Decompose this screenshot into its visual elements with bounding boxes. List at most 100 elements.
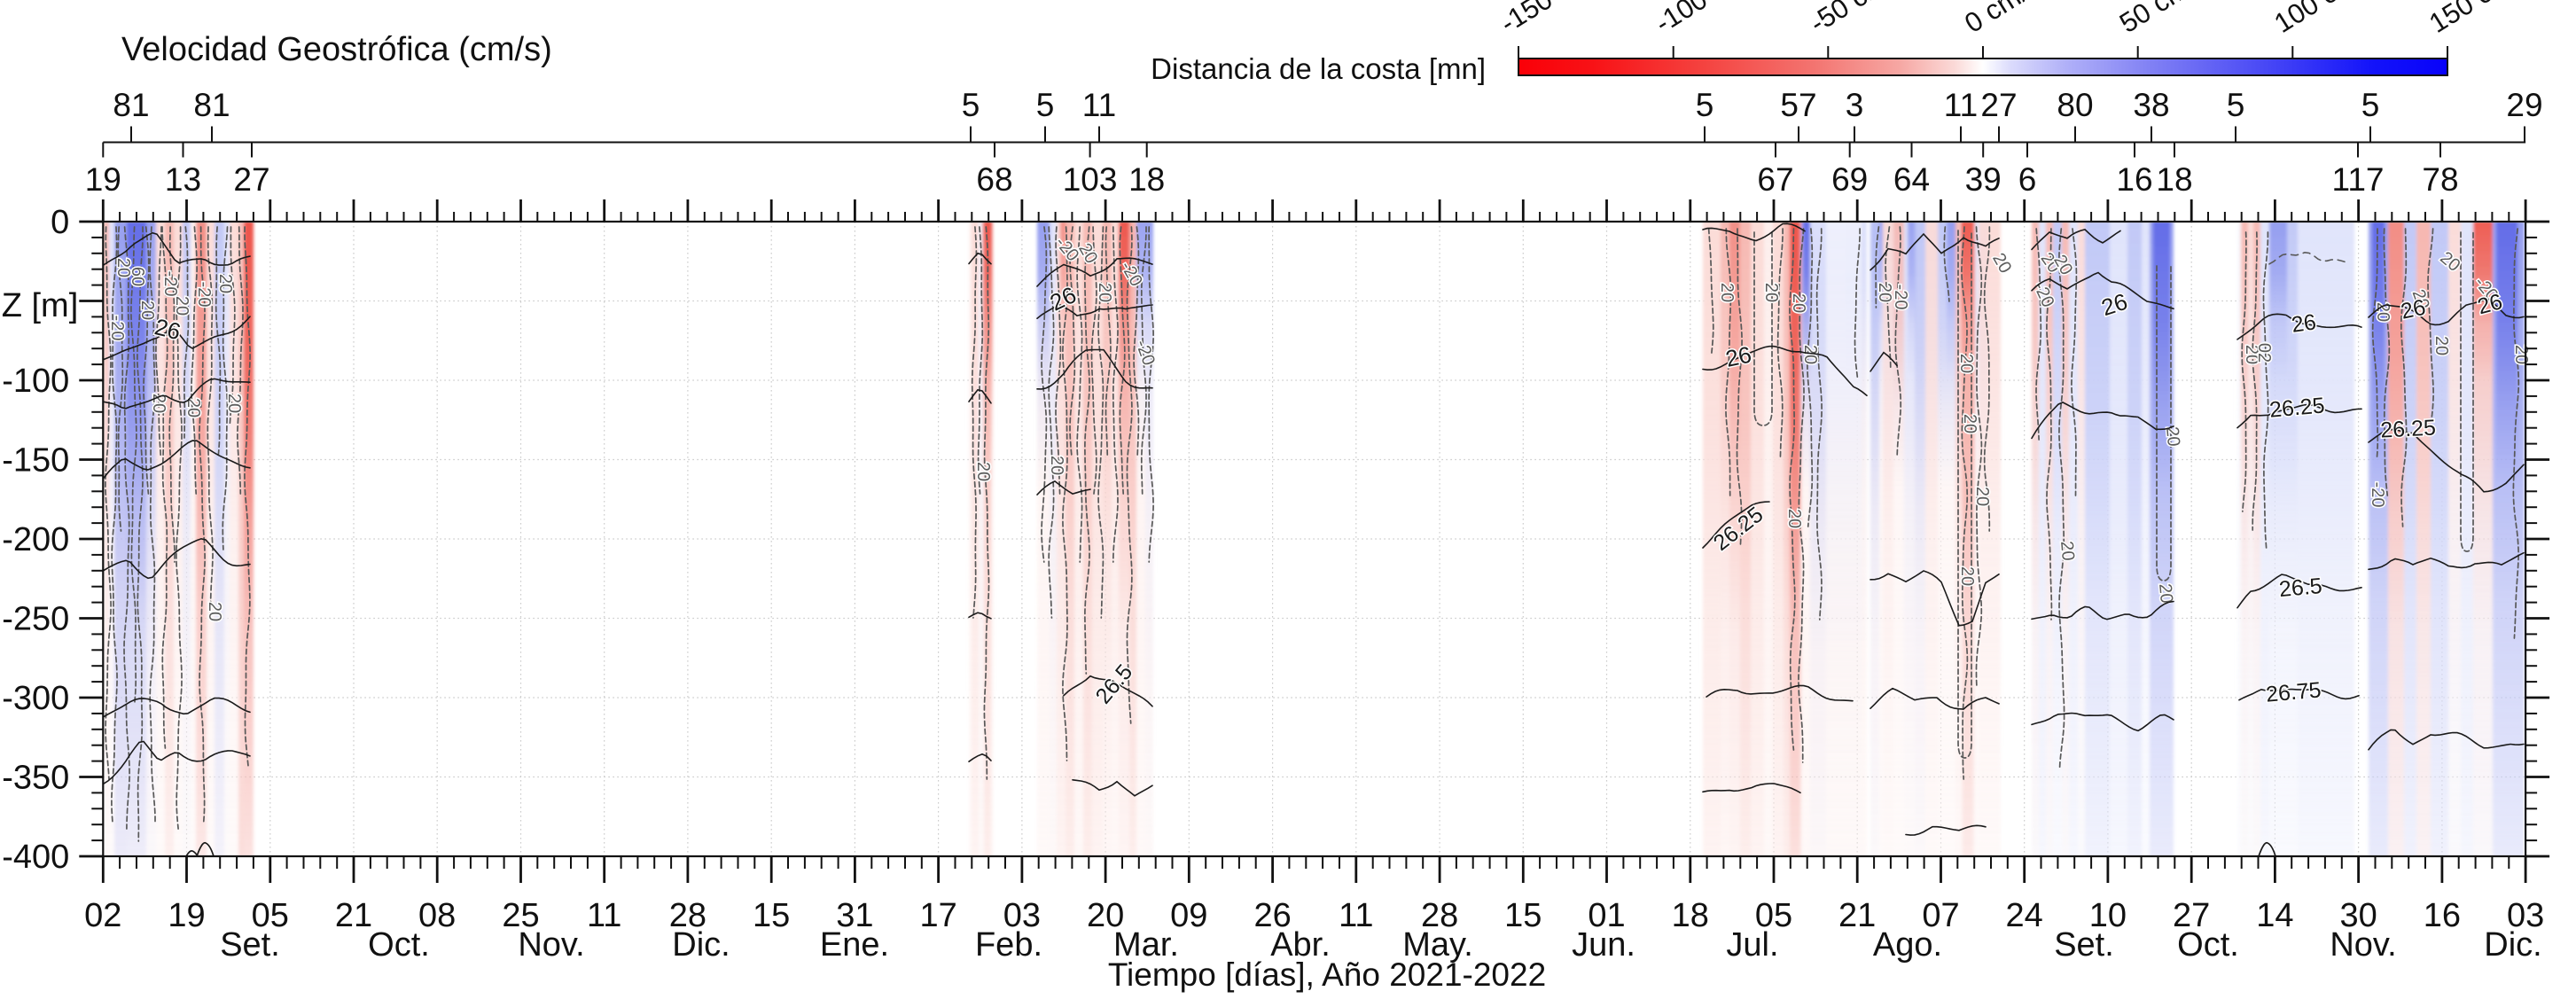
svg-text:19: 19 (168, 897, 205, 934)
svg-text:20: 20 (973, 462, 993, 481)
svg-text:Set.: Set. (2054, 926, 2114, 964)
svg-text:20: 20 (1784, 509, 1804, 528)
svg-text:78: 78 (2422, 161, 2458, 198)
svg-text:20: 20 (2242, 345, 2261, 364)
svg-text:27: 27 (2173, 897, 2210, 934)
svg-text:20: 20 (1087, 897, 1124, 934)
svg-text:Ago.: Ago. (1873, 926, 1942, 964)
svg-text:5: 5 (2361, 87, 2380, 123)
svg-text:-20: -20 (2368, 482, 2387, 508)
svg-text:57: 57 (1780, 87, 1816, 123)
svg-text:20: 20 (1095, 283, 1114, 302)
svg-text:20: 20 (1956, 354, 1976, 373)
svg-text:15: 15 (1504, 897, 1542, 934)
svg-text:16: 16 (2424, 897, 2461, 934)
svg-text:Nov.: Nov. (2330, 926, 2396, 964)
svg-text:Dic.: Dic. (672, 926, 730, 964)
svg-text:20: 20 (183, 398, 203, 418)
svg-text:20: 20 (1761, 283, 1781, 302)
svg-text:26: 26 (2399, 295, 2428, 324)
svg-text:26.5: 26.5 (2278, 574, 2323, 602)
svg-text:20: 20 (113, 258, 133, 277)
svg-text:5: 5 (962, 87, 980, 123)
svg-text:19: 19 (85, 161, 121, 198)
svg-text:20: 20 (1875, 283, 1894, 302)
svg-text:-20: -20 (107, 316, 127, 341)
svg-text:20: 20 (2432, 336, 2451, 355)
svg-text:Feb.: Feb. (975, 926, 1042, 964)
svg-text:20: 20 (2057, 540, 2078, 561)
svg-text:21: 21 (1838, 897, 1876, 934)
svg-text:11: 11 (1082, 87, 1116, 123)
svg-text:81: 81 (193, 87, 230, 123)
svg-text:Distancia de la costa [mn]: Distancia de la costa [mn] (1151, 52, 1486, 85)
svg-text:0: 0 (51, 204, 69, 241)
svg-text:11: 11 (1944, 87, 1978, 123)
svg-text:26: 26 (2290, 309, 2317, 338)
svg-text:02: 02 (2254, 343, 2274, 363)
svg-text:-20: -20 (107, 316, 127, 341)
svg-text:-20: -20 (194, 282, 214, 308)
svg-text:02: 02 (2254, 343, 2274, 363)
svg-text:68: 68 (976, 161, 1012, 198)
svg-text:Velocidad Geostrófica (cm/s): Velocidad Geostrófica (cm/s) (121, 31, 552, 68)
svg-text:69: 69 (1831, 161, 1868, 198)
svg-text:20: 20 (183, 398, 203, 418)
svg-text:-200: -200 (2, 521, 69, 558)
svg-text:20: 20 (1957, 566, 1977, 586)
svg-text:03: 03 (1003, 897, 1041, 934)
svg-text:-20: -20 (1891, 285, 1910, 310)
svg-text:20: 20 (1956, 354, 1976, 373)
svg-text:-250: -250 (2, 601, 69, 638)
svg-text:20: 20 (1717, 283, 1737, 302)
svg-text:26: 26 (152, 313, 183, 345)
svg-text:20: 20 (1095, 283, 1114, 302)
svg-text:-20: -20 (160, 271, 180, 297)
svg-text:16: 16 (2116, 161, 2152, 198)
svg-text:Set.: Set. (220, 926, 280, 964)
svg-text:3: 3 (1846, 87, 1864, 123)
svg-text:05: 05 (1755, 897, 1792, 934)
svg-text:103: 103 (1063, 161, 1118, 198)
svg-text:11: 11 (587, 897, 621, 934)
svg-text:Oct.: Oct. (368, 926, 430, 964)
svg-text:20: 20 (1875, 283, 1894, 302)
svg-text:29: 29 (2506, 87, 2542, 123)
svg-text:-20: -20 (1891, 285, 1910, 310)
svg-text:20: 20 (215, 274, 235, 293)
svg-text:20: 20 (1761, 283, 1781, 302)
svg-text:-150: -150 (2, 442, 69, 480)
svg-text:20: 20 (1717, 283, 1737, 302)
svg-text:20: 20 (2162, 425, 2183, 447)
svg-text:20: 20 (1789, 293, 1808, 313)
svg-text:May.: May. (1402, 926, 1473, 964)
svg-text:5: 5 (2227, 87, 2245, 123)
svg-text:20: 20 (2432, 336, 2451, 355)
svg-text:20: 20 (1800, 345, 1820, 364)
svg-text:Ene.: Ene. (820, 926, 889, 964)
svg-text:20: 20 (1784, 509, 1804, 528)
svg-text:Mar.: Mar. (1113, 926, 1179, 964)
svg-text:20: 20 (137, 300, 157, 320)
svg-text:20: 20 (1972, 487, 1992, 506)
svg-text:20: 20 (2057, 540, 2078, 561)
svg-text:5: 5 (1696, 87, 1714, 123)
svg-text:Nov.: Nov. (518, 926, 584, 964)
svg-text:20: 20 (215, 274, 235, 293)
svg-text:05: 05 (252, 897, 289, 934)
svg-text:20: 20 (113, 258, 133, 277)
svg-text:07: 07 (1922, 897, 1959, 934)
svg-text:5: 5 (1036, 87, 1055, 123)
svg-text:25: 25 (502, 897, 539, 934)
svg-text:20: 20 (1960, 414, 1979, 433)
svg-text:18: 18 (1672, 897, 1709, 934)
svg-text:Z [m]: Z [m] (2, 287, 79, 324)
svg-text:6: 6 (2018, 161, 2037, 198)
svg-text:117: 117 (2332, 161, 2385, 198)
svg-text:20: 20 (2155, 582, 2176, 604)
svg-text:Jun.: Jun. (1572, 926, 1635, 964)
svg-text:80: 80 (2057, 87, 2093, 123)
svg-text:08: 08 (418, 897, 456, 934)
svg-text:11: 11 (1339, 897, 1373, 934)
svg-text:67: 67 (1757, 161, 1793, 198)
